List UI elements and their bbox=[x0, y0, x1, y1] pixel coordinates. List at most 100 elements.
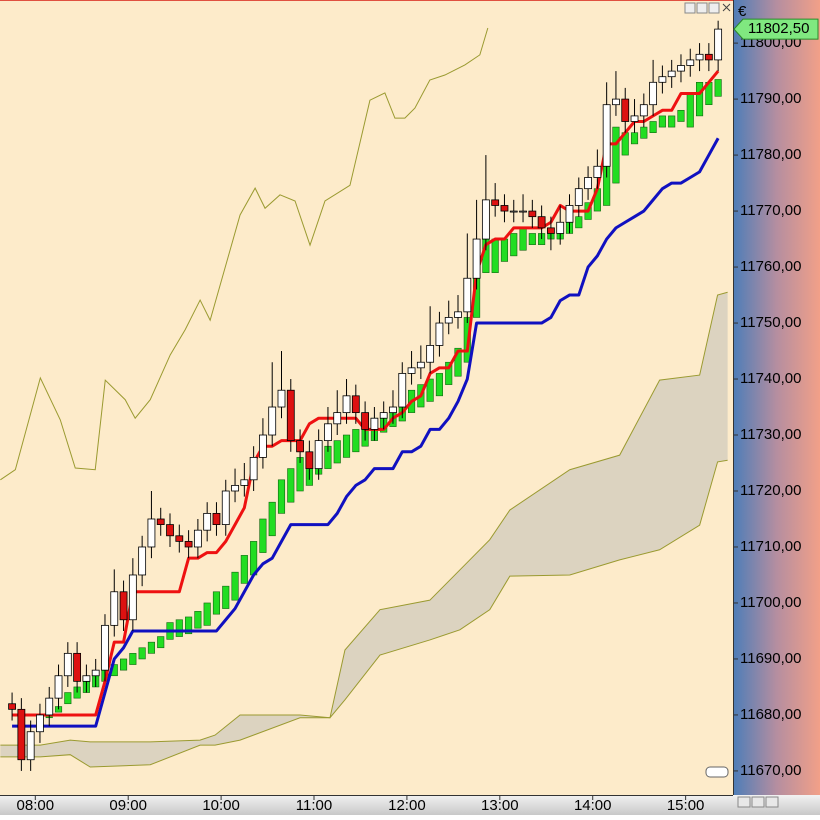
candle-body bbox=[565, 205, 574, 223]
x-tick-label: 13:00 bbox=[481, 797, 519, 814]
window-buttons[interactable] bbox=[684, 2, 731, 14]
candle-body bbox=[379, 412, 388, 419]
band-bar bbox=[120, 658, 128, 671]
band-bar bbox=[194, 611, 202, 629]
band-bar bbox=[640, 126, 648, 139]
candle-body bbox=[547, 227, 555, 234]
x-tick-label: 12:00 bbox=[388, 797, 426, 814]
band-bar bbox=[686, 93, 694, 128]
candle-body bbox=[407, 367, 416, 374]
y-tick-label: 11770,00 bbox=[740, 202, 801, 219]
band-bar bbox=[630, 132, 639, 145]
candle-body bbox=[324, 423, 332, 442]
y-tick-label: 11680,00 bbox=[740, 706, 801, 723]
band-bar bbox=[157, 636, 165, 649]
candle-body bbox=[8, 703, 16, 710]
x-axis-panel bbox=[0, 795, 820, 815]
candle-body bbox=[389, 406, 397, 414]
band-bar bbox=[519, 227, 527, 251]
candle-body bbox=[695, 53, 704, 61]
y-tick-label: 11780,00 bbox=[740, 146, 801, 163]
lagging-line bbox=[0, 27, 489, 481]
candle-body bbox=[128, 574, 137, 621]
candle-body bbox=[119, 591, 128, 621]
candle-body bbox=[156, 518, 165, 525]
candle-body bbox=[472, 238, 481, 279]
band-bar bbox=[231, 571, 239, 601]
candle-body bbox=[17, 708, 26, 761]
zoom-control[interactable] bbox=[705, 766, 729, 778]
band-bar bbox=[696, 81, 704, 117]
candle-body bbox=[147, 518, 156, 548]
candle-body bbox=[73, 652, 82, 682]
button[interactable] bbox=[765, 796, 779, 808]
candle-body bbox=[528, 210, 537, 218]
y-tick-label: 11740,00 bbox=[740, 370, 801, 387]
band-bar bbox=[240, 555, 248, 584]
x-tick-label: 11:00 bbox=[296, 797, 332, 814]
y-tick-label: 11720,00 bbox=[740, 482, 801, 499]
candle-body bbox=[704, 53, 713, 61]
indicator-line bbox=[12, 137, 720, 728]
currency: € bbox=[738, 3, 747, 20]
candle-body bbox=[658, 76, 667, 83]
y-tick-label: 11700,00 bbox=[740, 594, 801, 611]
band-bar bbox=[203, 602, 211, 626]
candle-body bbox=[26, 731, 35, 761]
button[interactable] bbox=[684, 2, 696, 14]
candle-body bbox=[667, 70, 676, 78]
candle-body bbox=[333, 412, 342, 425]
button[interactable] bbox=[751, 796, 765, 808]
plot bbox=[0, 20, 728, 771]
candle-body bbox=[649, 81, 658, 106]
band-bar bbox=[658, 115, 666, 128]
band-bar bbox=[259, 518, 267, 553]
candle-body bbox=[593, 165, 602, 178]
candle-body bbox=[166, 524, 174, 537]
candle-body bbox=[639, 104, 648, 117]
band-bar bbox=[175, 619, 183, 637]
y-tick-label: 11760,00 bbox=[740, 258, 801, 275]
button[interactable] bbox=[737, 796, 751, 808]
candle-body bbox=[463, 277, 472, 313]
candle-body bbox=[630, 115, 639, 122]
scroll-icons[interactable] bbox=[705, 766, 779, 808]
candle-body bbox=[305, 451, 314, 470]
candle-body bbox=[82, 675, 91, 682]
band-bar bbox=[435, 373, 443, 397]
candle-body bbox=[500, 205, 509, 212]
x-tick-label: 15:00 bbox=[667, 797, 705, 814]
close-button[interactable] bbox=[722, 3, 731, 12]
cloud-span-b bbox=[0, 459, 728, 768]
candle-body bbox=[444, 317, 453, 324]
candle-body bbox=[556, 221, 565, 234]
candle-body bbox=[435, 322, 444, 346]
candle-body bbox=[240, 479, 249, 486]
candle-body bbox=[426, 345, 435, 363]
last-price-label: 11802,50 bbox=[748, 20, 809, 37]
axes: 11670,00 11680,00 11690,00 11700,00 11710,00… bbox=[17, 18, 819, 814]
candle-body bbox=[231, 484, 239, 492]
band-bar bbox=[510, 233, 518, 257]
band-bar bbox=[147, 641, 155, 654]
candle-body bbox=[268, 406, 277, 436]
y-tick-label: 11750,00 bbox=[740, 314, 801, 331]
candle-body bbox=[584, 177, 592, 190]
band-bar bbox=[212, 591, 221, 615]
band-bar bbox=[445, 361, 453, 385]
button[interactable] bbox=[696, 2, 708, 14]
x-tick-label: 14:00 bbox=[574, 797, 612, 814]
candle-body bbox=[612, 98, 620, 106]
candle-body bbox=[351, 395, 360, 414]
band-bar bbox=[333, 440, 341, 464]
button[interactable] bbox=[708, 2, 720, 14]
band-bar bbox=[491, 238, 499, 273]
band-bar bbox=[426, 378, 434, 402]
band-bar bbox=[575, 216, 583, 229]
candle-body bbox=[454, 311, 462, 318]
candle-body bbox=[398, 373, 407, 408]
candle-body bbox=[54, 675, 63, 699]
x-tick-label: 10:00 bbox=[202, 797, 240, 814]
band-bar bbox=[138, 647, 146, 660]
